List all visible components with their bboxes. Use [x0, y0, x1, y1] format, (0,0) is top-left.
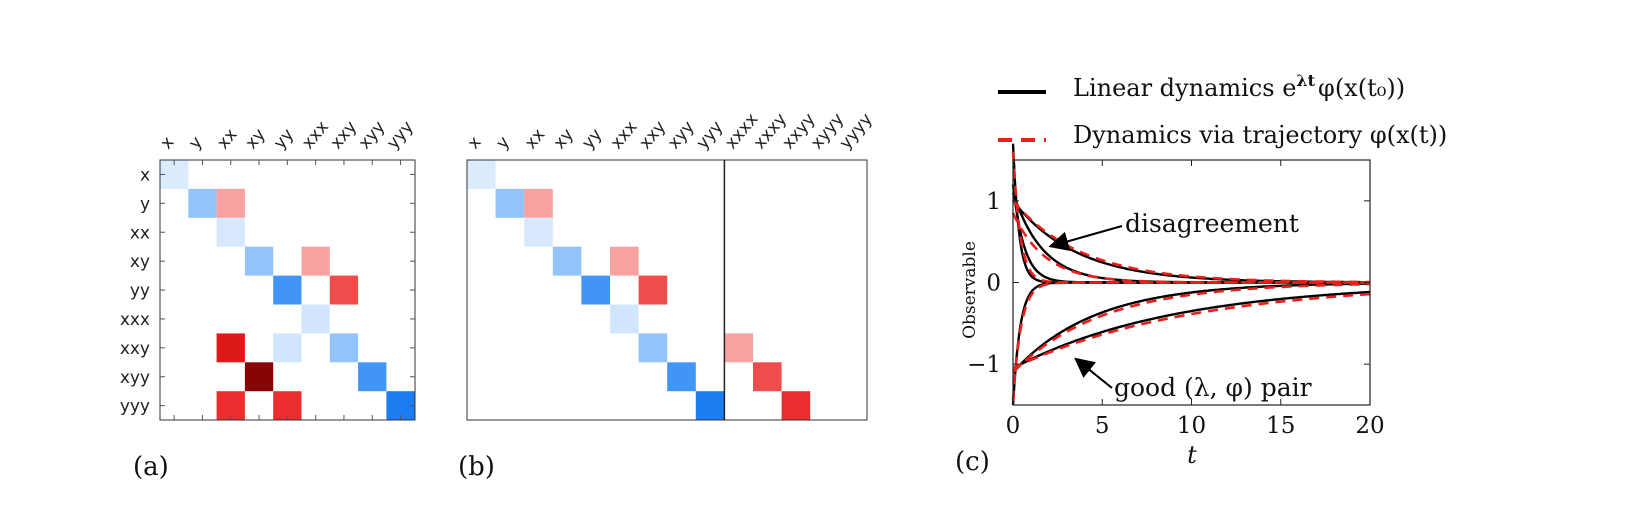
x-axis-label: t [1187, 441, 1197, 469]
legend-label-linear: Linear dynamics eλt φ(x(t₀)) [1073, 71, 1405, 102]
heatmap-b-col-label: xx [521, 125, 549, 153]
heatmap-b: x y xx xy yy xxxxxyxyyyyyxxxxxxxyxxyyxyyyyyyy… [458, 110, 877, 482]
heatmap-a-cell [301, 246, 330, 276]
heatmap-a-row-label: x [140, 165, 150, 185]
heatmap-a-cell [216, 217, 245, 247]
heatmap-b-frame [466, 159, 868, 421]
x-tick-label: 10 [1177, 413, 1206, 439]
heatmap-a-row-label: y [140, 194, 150, 214]
heatmap-a-row-label: yy [130, 281, 150, 301]
heatmap-a-cell [216, 333, 245, 363]
curve-traj-4 [1011, 281, 1370, 401]
x-tick-label: 15 [1266, 413, 1295, 439]
heatmap-b-cell [781, 391, 811, 421]
line-chart-c: Linear dynamics eλt φ(x(t₀)) Dynamics via… [955, 71, 1447, 477]
panel-c-label: (c) [955, 447, 990, 477]
heatmap-b-col-label: yy [578, 125, 606, 153]
annotation-disagreement: disagreement [1125, 209, 1299, 238]
heatmap-b-cell [467, 160, 496, 189]
heatmap-a-col-label: y [185, 133, 207, 154]
y-tick-label: −1 [967, 352, 1001, 378]
heatmap-a-col-label: yy [270, 125, 298, 153]
annotation-arrow [1074, 357, 1113, 389]
curve-traj-3 [1012, 199, 1370, 284]
heatmap-b-cell [524, 217, 553, 247]
heatmap-b-col-label: yyyy [836, 110, 877, 154]
heatmap-a-cell [329, 275, 359, 305]
x-tick-label: 0 [1006, 413, 1021, 439]
curve-traj-5 [1012, 282, 1371, 374]
heatmap-b-cell [524, 188, 553, 218]
heatmap-a-cell [301, 304, 330, 334]
heatmap-b-cell [581, 275, 610, 305]
heatmap-b-cell [695, 391, 725, 421]
legend-label-trajectory: Dynamics via trajectory φ(x(t)) [1073, 121, 1447, 149]
x-tick-label: 20 [1355, 413, 1384, 439]
curve-linear-6 [1012, 282, 1370, 374]
heatmap-b-col-label: xxy [635, 117, 670, 153]
heatmap-b-cell [610, 304, 639, 334]
panel-a-label: (a) [133, 452, 169, 482]
heatmap-a-col-label: xxx [298, 117, 333, 153]
heatmap-a-cell [244, 362, 274, 392]
heatmap-a-cell [273, 275, 302, 305]
heatmap-a-col-label: yyy [383, 117, 418, 153]
heatmap-a-col-label: x [157, 133, 179, 154]
heatmap-a-col-label: xyy [355, 117, 390, 153]
heatmap-a-row-label: xxy [120, 339, 150, 359]
y-axis-label: Observable [960, 241, 980, 339]
heatmap-a-col-label: xy [242, 125, 270, 153]
heatmap-a-col-label: xxy [326, 117, 361, 153]
y-tick-label: 1 [986, 189, 1001, 215]
panel-b-label: (b) [458, 452, 495, 482]
y-tick-label: 0 [986, 271, 1001, 297]
x-tick-label: 5 [1095, 413, 1110, 439]
heatmap-a-row-label: xx [130, 223, 150, 243]
annotation-good-pair: good (λ, φ) pair [1114, 373, 1312, 402]
heatmap-b-cell [724, 333, 753, 363]
heatmap-a-cell [358, 362, 387, 392]
heatmap-b-cell [753, 362, 782, 392]
heatmap-a-row-label: xy [130, 252, 150, 272]
legend: Linear dynamics eλt φ(x(t₀)) Dynamics via… [998, 71, 1447, 149]
annotation-arrow [1048, 225, 1123, 252]
heatmap-b-col-label: y [492, 133, 514, 154]
heatmap-b-col-label: xy [550, 125, 578, 153]
heatmap-b-col-label: xxx [607, 117, 642, 153]
heatmap-b-col-label: x [464, 133, 486, 154]
heatmap-a-cell [188, 188, 217, 218]
heatmap-b-cell [667, 362, 696, 392]
heatmap-b-cell [552, 246, 582, 276]
heatmap-a-cell [244, 246, 274, 276]
heatmap-a-cell [273, 333, 302, 363]
curve-traj-6 [1012, 292, 1371, 370]
heatmap-a-cell [329, 333, 359, 363]
heatmap-b-cell [610, 246, 639, 276]
heatmap-a-row-label: yyy [120, 397, 150, 417]
heatmap-a-cell [216, 188, 245, 218]
heatmap-a-row-label: xxx [120, 310, 150, 330]
heatmap-b-cell [495, 188, 525, 218]
heatmap-a-row-label: xyy [120, 368, 150, 388]
curve-linear-7 [1012, 290, 1371, 370]
heatmap-b-cell [638, 333, 668, 363]
heatmap-b-col-label: xyy [664, 117, 699, 153]
heatmap-b-cell [638, 275, 668, 305]
heatmap-b-col-label: yyy [693, 117, 728, 153]
heatmap-a-col-label: xx [213, 125, 241, 153]
